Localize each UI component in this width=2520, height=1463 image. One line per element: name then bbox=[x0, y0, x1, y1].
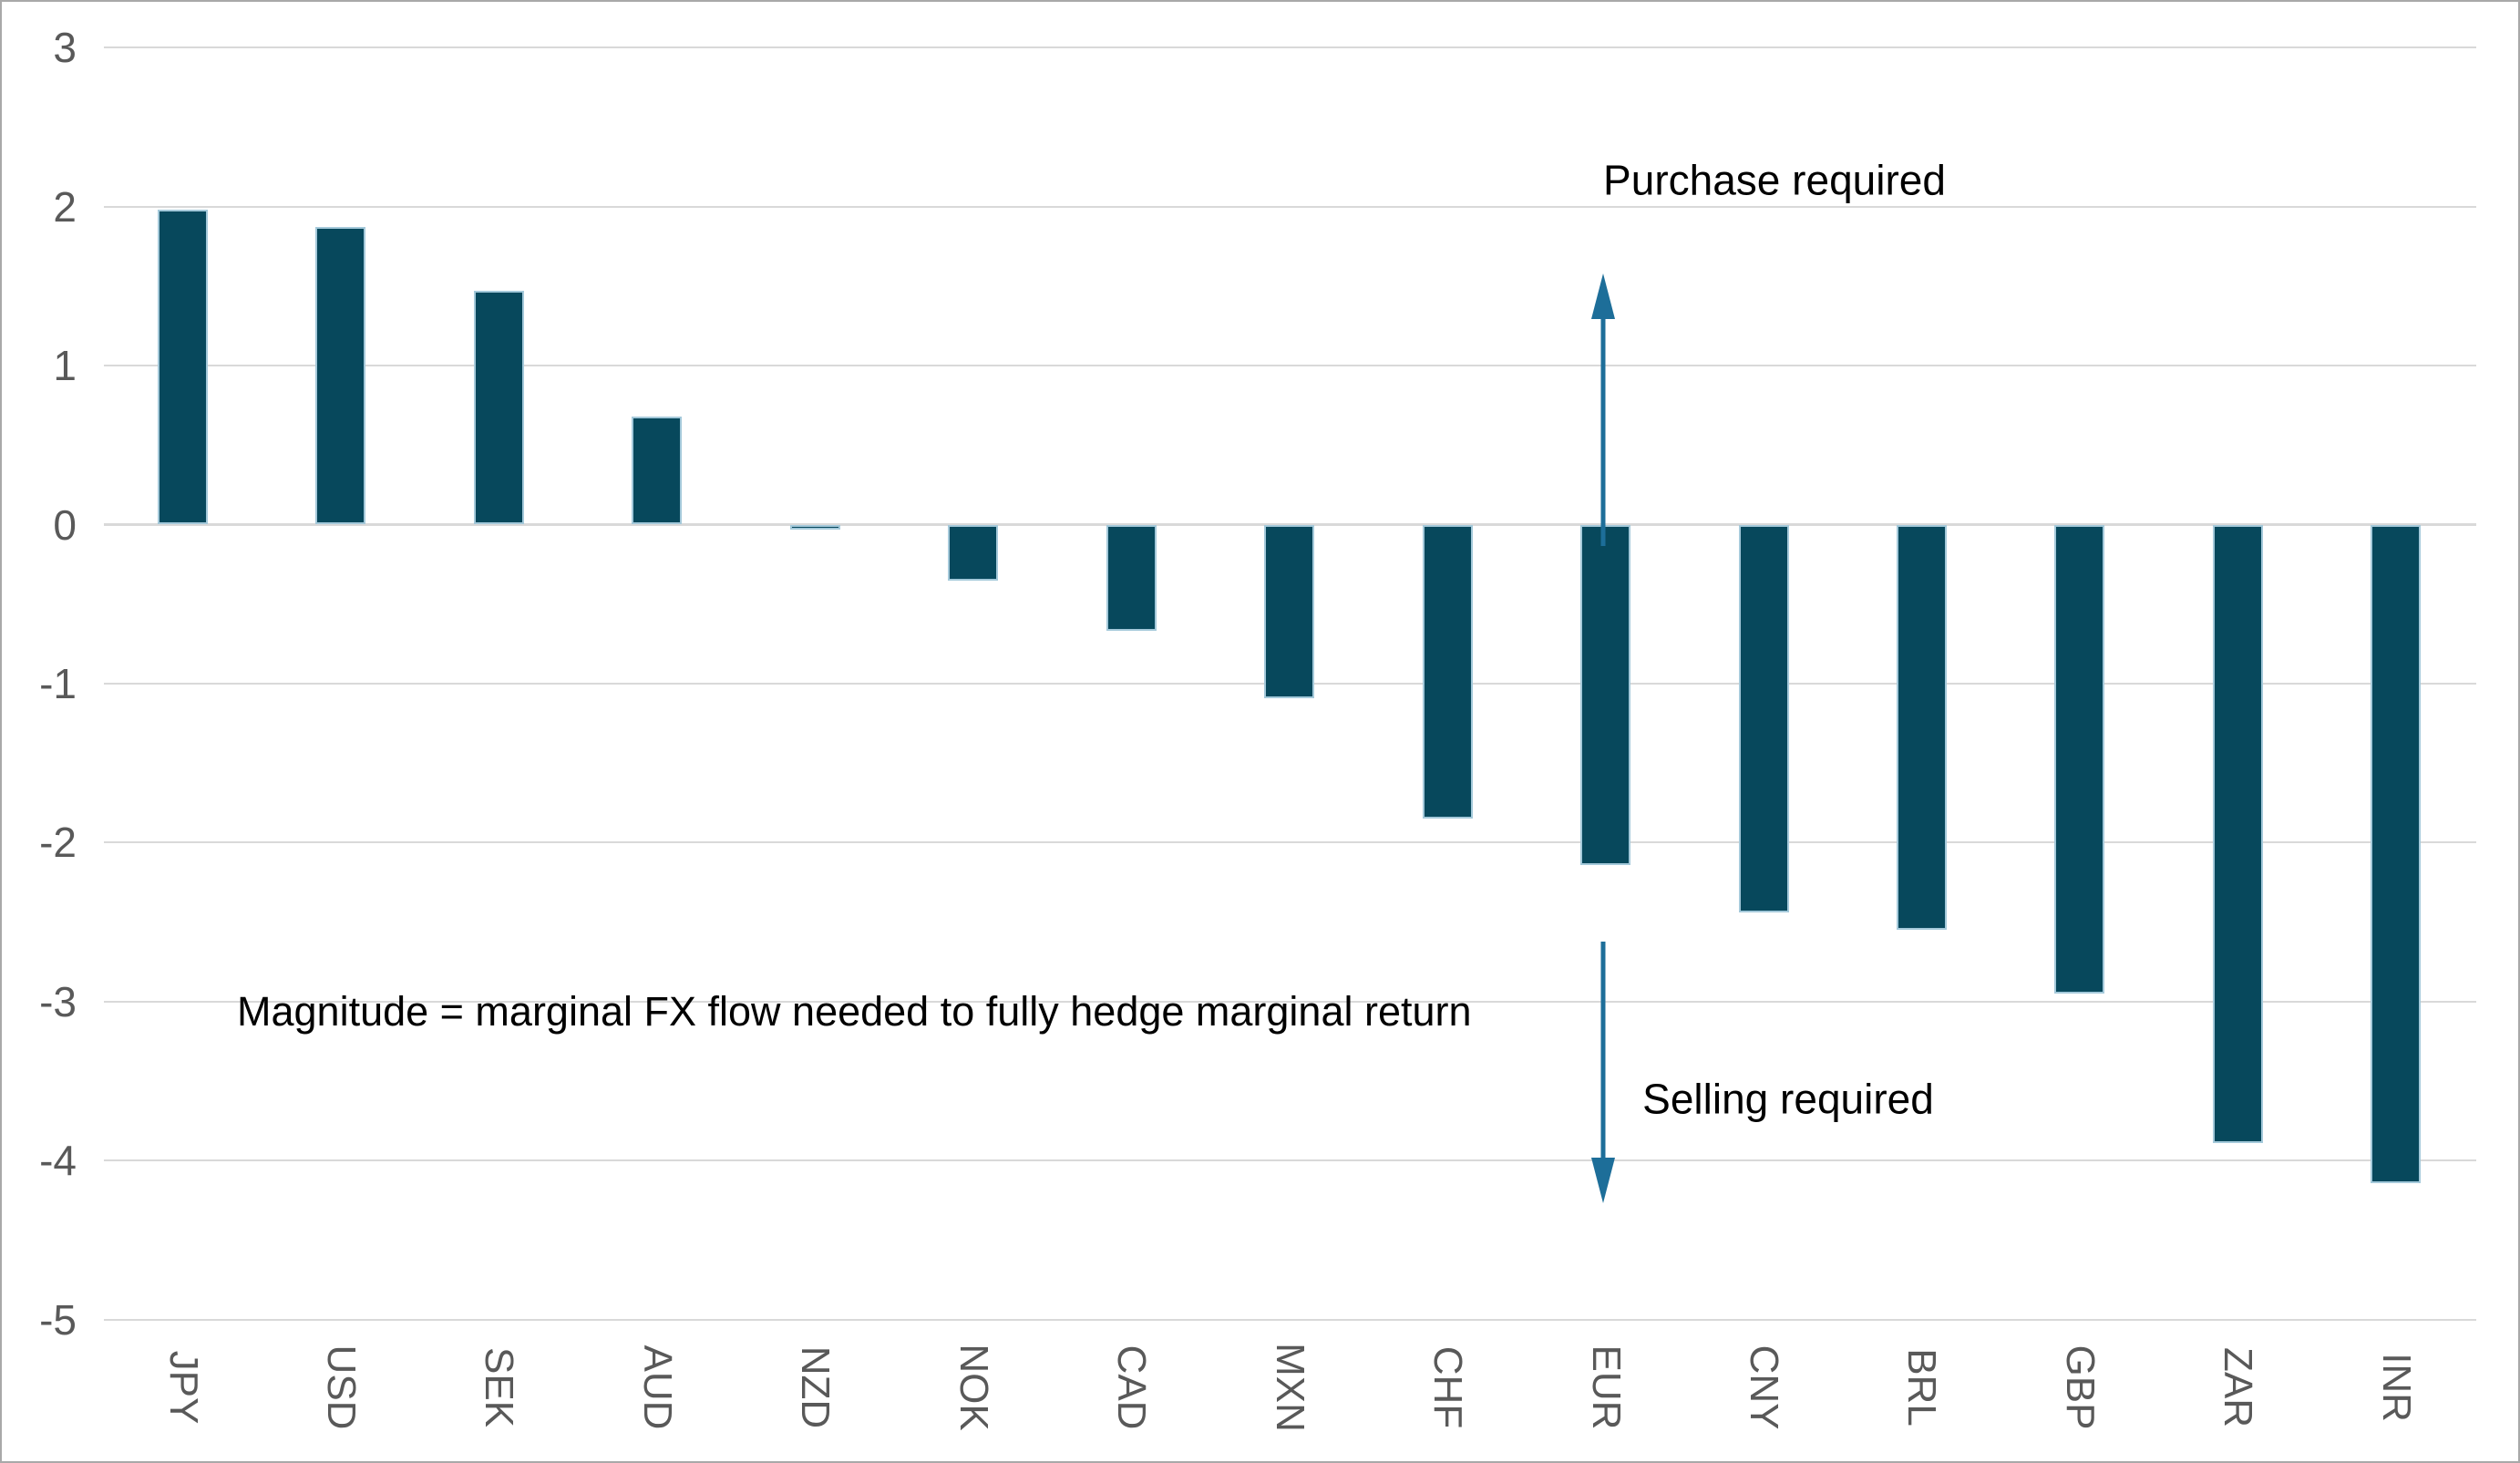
gridline-y--3 bbox=[104, 1000, 2476, 1003]
purchase-required-label: Purchase required bbox=[1603, 156, 1946, 204]
purchase-up-arrow-head bbox=[1591, 273, 1615, 319]
selling-down-arrow-head bbox=[1591, 1158, 1615, 1203]
y-axis-tick--5: -5 bbox=[39, 1295, 77, 1344]
y-axis-tick-3: 3 bbox=[53, 24, 77, 72]
bar-USD bbox=[315, 227, 366, 525]
y-axis-tick--4: -4 bbox=[39, 1137, 77, 1185]
bar-ZAR bbox=[2212, 524, 2263, 1144]
bar-MXN bbox=[1264, 524, 1315, 698]
bar-CHF bbox=[1422, 524, 1473, 819]
gridline-y--2 bbox=[104, 841, 2476, 844]
bar-SEK bbox=[473, 291, 524, 525]
y-axis-tick-1: 1 bbox=[53, 342, 77, 390]
magnitude-note: Magnitude = marginal FX flow needed to f… bbox=[237, 988, 1472, 1035]
gridline-y-2 bbox=[104, 205, 2476, 208]
bar-NOK bbox=[948, 524, 999, 581]
gridline-y-1 bbox=[104, 365, 2476, 367]
gridline-y--5 bbox=[104, 1318, 2476, 1321]
bar-INR bbox=[2371, 524, 2422, 1183]
y-axis-tick--3: -3 bbox=[39, 977, 77, 1025]
y-axis-tick--2: -2 bbox=[39, 819, 77, 867]
selling-required-label: Selling required bbox=[1642, 1075, 1934, 1123]
bar-EUR bbox=[1580, 524, 1631, 865]
bar-BRL bbox=[1896, 524, 1947, 931]
bar-JPY bbox=[158, 210, 208, 525]
bar-CAD bbox=[1106, 524, 1157, 632]
y-axis-tick-2: 2 bbox=[53, 182, 77, 231]
gridline-y-3 bbox=[104, 46, 2476, 49]
bar-CNY bbox=[1738, 524, 1789, 913]
y-axis-tick-0: 0 bbox=[53, 500, 77, 549]
bar-GBP bbox=[2054, 524, 2105, 994]
bar-NZD bbox=[789, 524, 840, 530]
gridline-y--4 bbox=[104, 1159, 2476, 1162]
bar-AUD bbox=[632, 416, 683, 525]
y-axis-tick--1: -1 bbox=[39, 659, 77, 707]
